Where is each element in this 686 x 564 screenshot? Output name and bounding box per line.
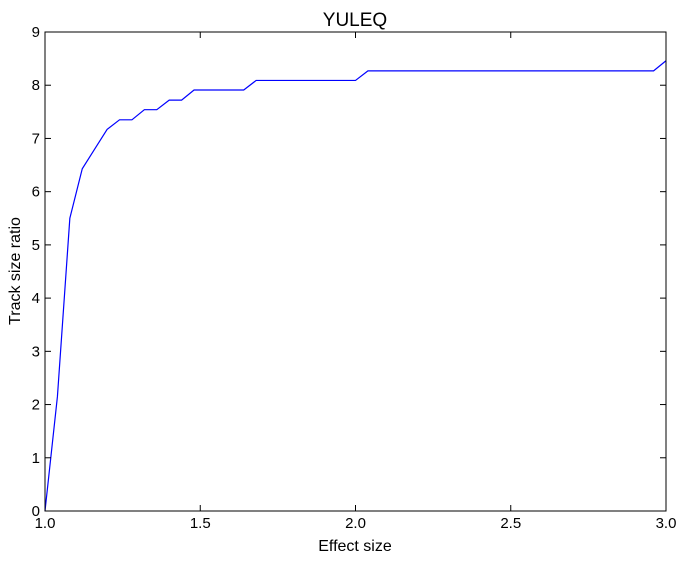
x-tick-label: 2.5 [500,515,521,532]
chart-title: YULEQ [323,10,387,31]
x-tick-label: 1.5 [190,515,211,532]
x-tick-label: 3.0 [656,515,677,532]
y-tick-label: 9 [32,24,40,41]
y-tick-label: 1 [32,450,40,467]
x-tick-label: 2.0 [345,515,366,532]
x-tick-label: 1.0 [35,515,56,532]
x-axis-label: Effect size [318,538,392,555]
y-tick-label: 5 [32,237,40,254]
axis-ticks: 1.0 1.5 2.0 2.5 3.0 0 1 2 3 4 5 6 7 8 9 [32,24,677,532]
y-tick-label: 2 [32,397,40,414]
series-line-0 [44,60,667,512]
plot-frame [44,31,667,512]
y-tick-label: 8 [32,77,40,94]
y-tick-label: 6 [32,184,40,201]
plot-line-layer [44,60,667,512]
y-tick-label: 0 [32,503,40,520]
y-tick-label: 7 [32,130,40,147]
y-tick-label: 4 [32,290,40,307]
y-tick-label: 3 [32,343,40,360]
y-axis-label: Track size ratio [7,217,24,325]
